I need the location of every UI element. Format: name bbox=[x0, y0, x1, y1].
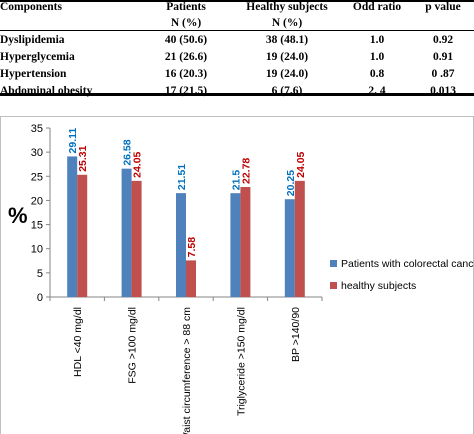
cell-odd-ratio: 1.0 bbox=[369, 33, 385, 46]
cell-p-value: 0.013 bbox=[430, 84, 456, 97]
data-label: 24.05 bbox=[132, 151, 144, 177]
cell-healthy: 6 (7.6) bbox=[271, 84, 303, 97]
y-tick-label: 25 bbox=[31, 171, 43, 183]
bar-healthy bbox=[77, 174, 88, 297]
y-tick-label: 15 bbox=[31, 220, 43, 232]
y-tick-label: 0 bbox=[37, 292, 43, 304]
table-row: Abdominal obesity 17 (21.5) 6 (7.6) 2. 4… bbox=[0, 82, 474, 99]
data-label: 7.58 bbox=[186, 237, 198, 258]
subheader-healthy: N (%) bbox=[232, 15, 342, 31]
x-category-label: Waist circumference > 88 cm bbox=[181, 307, 193, 434]
bar-healthy bbox=[186, 260, 196, 297]
x-category-label: FSG >100 mg/dl bbox=[127, 307, 139, 384]
cell-component: Abdominal obesity bbox=[0, 84, 93, 97]
y-tick-label: 20 bbox=[31, 195, 43, 207]
data-label: 20.25 bbox=[285, 170, 297, 196]
table-row: Dyslipidemia 40 (50.6) 38 (48.1) 1.0 0.9… bbox=[0, 31, 474, 49]
cell-p-value: 0.91 bbox=[432, 50, 454, 63]
bar-patients bbox=[121, 168, 132, 297]
cell-p-value: 0.92 bbox=[432, 33, 454, 46]
legend-entry: healthy subjects bbox=[341, 280, 416, 292]
legend-swatch bbox=[330, 260, 337, 267]
data-label: 21.51 bbox=[176, 164, 188, 190]
cell-component: Dyslipidemia bbox=[0, 33, 65, 46]
cell-p-value: 0 .87 bbox=[431, 67, 455, 80]
x-category-label: Triglyceride >150 mg/dl bbox=[235, 307, 247, 416]
cell-patients: 40 (50.6) bbox=[164, 33, 208, 46]
data-label: 25.31 bbox=[77, 145, 89, 171]
subheader-patients: N (%) bbox=[140, 15, 232, 31]
cell-odd-ratio: 0.8 bbox=[369, 67, 385, 80]
header-components: Components bbox=[0, 1, 62, 13]
bar-patients bbox=[176, 193, 186, 297]
cell-odd-ratio: 1.0 bbox=[369, 50, 385, 63]
cell-healthy: 19 (24.0) bbox=[265, 50, 309, 63]
table-subheader-row: N (%) N (%) bbox=[0, 15, 474, 31]
comparison-table: Components Patients Healthy subjects Odd… bbox=[0, 0, 474, 99]
legend-swatch bbox=[330, 282, 337, 289]
legend-entry: Patients with colorectal cancer bbox=[341, 258, 474, 270]
header-patients: Patients bbox=[166, 1, 206, 13]
x-category-label: BP >140/90 bbox=[290, 307, 302, 362]
cell-patients: 21 (26.6) bbox=[164, 50, 208, 63]
subheader-blank bbox=[412, 15, 474, 31]
data-label: 24.05 bbox=[295, 151, 307, 177]
data-label: 29.11 bbox=[67, 128, 79, 154]
cell-patients: 16 (20.3) bbox=[164, 67, 208, 80]
bar-healthy bbox=[240, 187, 251, 297]
subheader-blank bbox=[342, 15, 412, 31]
data-label: 22.78 bbox=[240, 158, 252, 184]
cell-odd-ratio: 2. 4 bbox=[368, 84, 386, 97]
y-axis-label: % bbox=[8, 203, 28, 228]
cell-component: Hypertension bbox=[0, 67, 67, 80]
cell-healthy: 19 (24.0) bbox=[265, 67, 309, 80]
y-tick-label: 5 bbox=[37, 268, 43, 280]
table-top-rule bbox=[0, 0, 474, 2]
table-row: Hypertension 16 (20.3) 19 (24.0) 0.8 0 .… bbox=[0, 65, 474, 82]
cell-patients: 17 (21.5) bbox=[164, 84, 208, 97]
bar-healthy bbox=[131, 180, 142, 297]
table-header-row: Components Patients Healthy subjects Odd… bbox=[0, 0, 474, 15]
bar-patients bbox=[284, 199, 295, 297]
header-p-value: p value bbox=[425, 1, 461, 13]
cell-healthy: 38 (48.1) bbox=[265, 33, 309, 46]
bar-healthy bbox=[294, 180, 305, 297]
header-healthy: Healthy subjects bbox=[246, 1, 328, 13]
table-row: Hyperglycemia 21 (26.6) 19 (24.0) 1.0 0.… bbox=[0, 48, 474, 65]
data-label: 21.5 bbox=[230, 170, 242, 191]
bar-patients bbox=[67, 156, 78, 297]
y-tick-label: 30 bbox=[31, 147, 43, 159]
subheader-blank bbox=[0, 15, 140, 31]
cell-component: Hyperglycemia bbox=[0, 50, 75, 63]
header-odd-ratio: Odd ratio bbox=[352, 1, 402, 13]
y-tick-label: 35 bbox=[31, 123, 43, 135]
data-label: 26.58 bbox=[122, 139, 134, 165]
x-category-label: HDL <40 mg/dl bbox=[72, 307, 84, 377]
table-bottom-rule bbox=[0, 93, 474, 96]
y-tick-label: 10 bbox=[31, 244, 43, 256]
bar-patients bbox=[230, 193, 241, 297]
